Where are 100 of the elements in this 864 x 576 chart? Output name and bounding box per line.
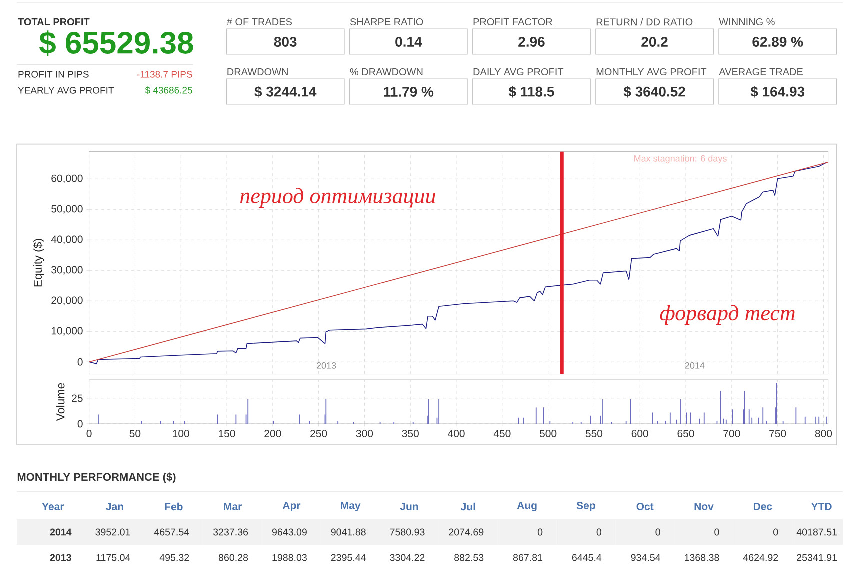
x-tick-label: 700: [724, 430, 740, 438]
y-axis-title: Equity ($): [33, 239, 44, 287]
x-tick-label: Jan: [106, 503, 124, 510]
text: RETURN / DD RATIO: [596, 18, 693, 26]
data-label: 0: [596, 528, 602, 536]
annotation: 2013: [316, 362, 336, 369]
x-tick-label: 550: [586, 430, 603, 438]
annotation: период оптимизации: [240, 188, 436, 208]
x-tick-label: Dec: [754, 503, 772, 510]
text: 803: [274, 37, 297, 47]
text: 20.2: [642, 37, 668, 47]
data-label: 860.28: [218, 554, 248, 562]
y-tick-label: 50,000: [52, 205, 83, 214]
y-axis-title: Volume: [56, 383, 65, 422]
y-tick-label: 25: [72, 394, 83, 402]
x-tick-label: 450: [494, 430, 511, 438]
text: 11.79 %: [384, 87, 434, 97]
x-tick-label: Aug: [517, 502, 537, 512]
y-axis-title: Year: [42, 503, 64, 510]
x-tick-label: 200: [264, 430, 282, 438]
y-tick-label: 30,000: [52, 266, 83, 275]
x-tick-label: 400: [448, 430, 465, 438]
y-tick-label: 40,000: [51, 236, 83, 244]
text: MONTHLY AVG PROFIT: [596, 68, 707, 76]
text: 0.14: [396, 37, 422, 47]
x-tick-label: Oct: [636, 503, 654, 510]
text: $ 3244.14: [254, 86, 317, 98]
x-tick-label: Jun: [400, 503, 418, 510]
x-tick-label: May: [341, 502, 361, 512]
data-label: 0: [774, 528, 778, 536]
x-tick-label: 100: [173, 430, 190, 438]
data-label: 495.32: [160, 554, 190, 562]
text: WINNING %: [719, 18, 775, 26]
data-label: 2074.69: [449, 528, 484, 536]
x-tick-label: YTD: [811, 503, 832, 510]
y-tick-label: 20,000: [52, 296, 83, 306]
data-label: 6445.4: [572, 554, 602, 562]
annotation: 2014: [685, 362, 705, 369]
data-label: 3304.22: [390, 554, 425, 562]
x-tick-label: 500: [540, 430, 557, 438]
data-label: 9041.88: [331, 528, 366, 536]
y-tick-label: 10,000: [52, 327, 83, 336]
x-tick-label: 250: [310, 430, 328, 438]
text: YEARLY AVG PROFIT: [18, 87, 114, 94]
text: $ 65529.38: [40, 30, 194, 56]
x-tick-label: Nov: [694, 503, 714, 510]
x-tick-label: 650: [678, 430, 694, 438]
x-tick-label: 750: [770, 430, 786, 438]
data-label: 0: [714, 528, 720, 536]
text: 62.89 %: [752, 37, 804, 47]
data-label: 1988.03: [272, 554, 307, 562]
y-tick-label: 0: [78, 358, 83, 366]
x-tick-label: 150: [219, 430, 236, 438]
x-tick-label: 50: [130, 430, 141, 438]
x-tick-label: 600: [632, 430, 648, 438]
data-label: 0: [656, 528, 660, 536]
chart-title: MONTHLY PERFORMANCE ($): [18, 472, 176, 484]
x-tick-label: Jul: [460, 502, 476, 511]
data-label: 1175.04: [96, 554, 130, 562]
text: % DRAWDOWN: [350, 68, 423, 76]
text: PROFIT FACTOR: [474, 18, 552, 26]
x-tick-label: 0: [86, 430, 92, 438]
data-label: 1368.38: [685, 554, 720, 562]
x-tick-label: 300: [356, 430, 374, 438]
x-tick-label: 800: [815, 430, 832, 438]
data-label: 0: [538, 528, 543, 536]
text: $ 118.5: [508, 86, 554, 98]
data-label: 40187.51: [796, 528, 838, 536]
x-tick-label: Sep: [576, 502, 596, 512]
text: $ 3640.52: [624, 86, 686, 98]
text: $ 164.93: [750, 86, 805, 98]
text: -1138.7 PIPS: [137, 71, 192, 78]
data-label: 9643.09: [272, 528, 307, 536]
y-tick-label: 2013: [50, 554, 72, 562]
data-label: 7580.93: [390, 528, 425, 536]
text: $ 43686.25: [145, 86, 192, 94]
y-tick-label: 0: [78, 420, 83, 428]
text: PROFIT IN PIPS: [18, 71, 89, 78]
data-label: 882.53: [454, 554, 484, 562]
y-tick-label: 2014: [50, 528, 72, 536]
data-label: 934.54: [631, 554, 661, 562]
text: DAILY AVG PROFIT: [474, 68, 564, 76]
y-tick-label: 60,000: [52, 174, 83, 184]
annotation: форвард тест: [660, 305, 795, 326]
x-tick-label: Mar: [224, 503, 242, 510]
data-label: 2395.44: [331, 554, 366, 562]
x-tick-label: Feb: [165, 502, 183, 511]
data-label: 4657.54: [154, 528, 190, 536]
data-label: 3237.36: [213, 528, 248, 536]
annotation: Max stagnation: 6 days: [634, 155, 727, 164]
text: SHARPE RATIO: [350, 18, 424, 26]
data-label: 3952.01: [96, 528, 130, 536]
data-label: 867.81: [513, 554, 543, 562]
text: AVERAGE TRADE: [719, 68, 803, 76]
data-label: 25341.91: [797, 554, 838, 562]
text: 2.96: [518, 37, 545, 47]
text: DRAWDOWN: [228, 68, 288, 76]
data-label: 4624.92: [743, 554, 778, 562]
x-tick-label: 350: [402, 430, 419, 438]
text: # OF TRADES: [226, 18, 292, 26]
